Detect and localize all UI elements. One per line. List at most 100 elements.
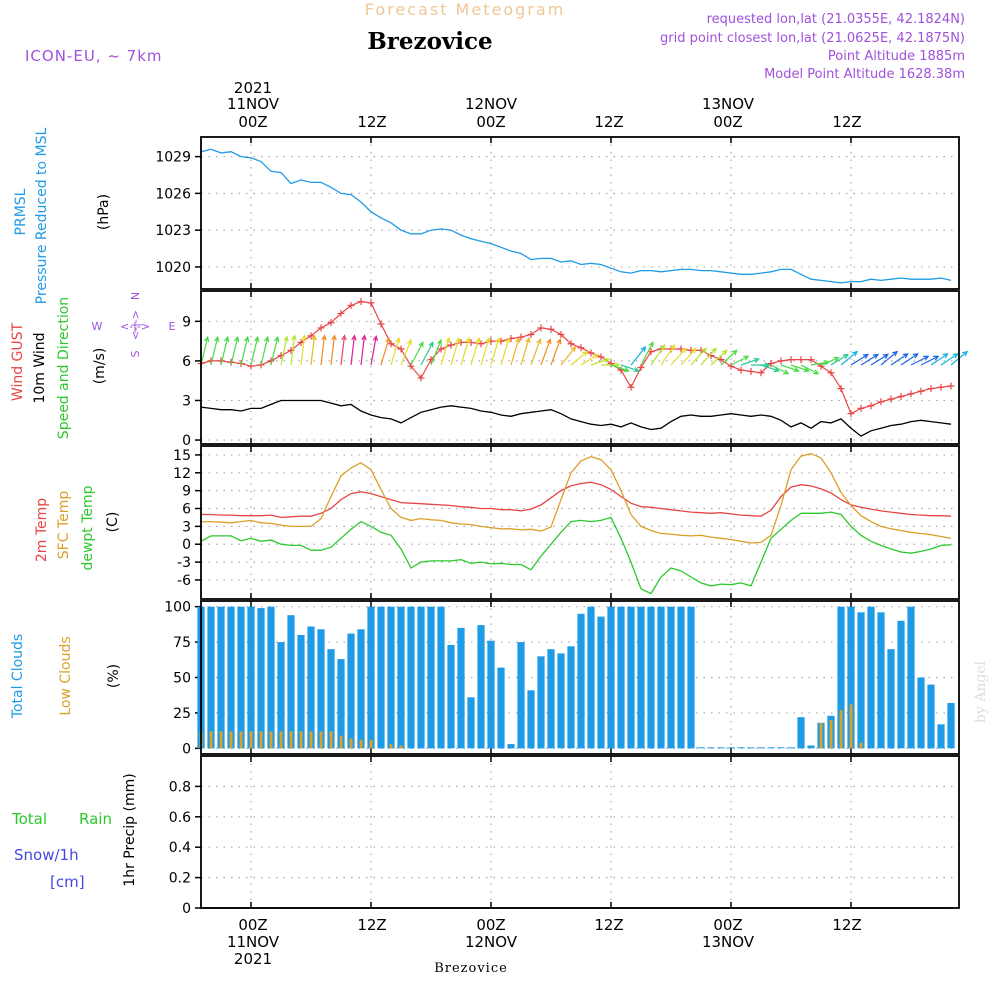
wind-direction-label: Speed and Direction	[56, 297, 72, 439]
top-hour-label: 00Z	[476, 113, 505, 131]
wind-direction-arrow	[730, 355, 750, 366]
precip-panel-labels: Total Rain Snow/1h [cm] 1hr Precip (mm)	[11, 773, 138, 891]
wind-direction-arrow	[680, 347, 697, 366]
wind-direction-arrow	[400, 338, 412, 366]
compass-icon: N S <-|-> W <-|-> E	[92, 292, 176, 358]
total-clouds-bar	[857, 612, 865, 749]
total-clouds-bar	[807, 745, 815, 749]
wind-direction-arrow	[590, 357, 611, 366]
wind-direction-arrow	[210, 335, 220, 366]
wind-direction-arrow	[520, 336, 531, 366]
y-tick-label: 0.2	[169, 871, 191, 887]
low-clouds-bar	[269, 731, 273, 749]
pressure-label: Pressure Reduced to MSL	[34, 127, 50, 304]
bottom-hour-label: 00Z	[713, 916, 742, 934]
wind-direction-arrow	[780, 364, 801, 373]
total-clouds-label: Total Clouds	[10, 634, 26, 719]
total-clouds-bar	[287, 615, 295, 749]
snow-label: Snow/1h	[14, 846, 79, 864]
y-tick-label: 25	[173, 706, 191, 722]
compass-w: W	[92, 320, 103, 333]
total-clouds-bar	[407, 606, 415, 749]
temp-label: 2m Temp	[34, 498, 50, 562]
clouds-panel: 0 25 50 75 100	[164, 600, 960, 757]
gust-marker	[777, 357, 785, 365]
total-clouds-bar	[797, 717, 805, 749]
wind-label: 10m Wind	[32, 332, 48, 403]
gust-marker	[327, 319, 335, 327]
wind-direction-arrow	[660, 344, 676, 366]
gust-marker	[397, 345, 405, 353]
wind-direction-arrow	[470, 336, 481, 366]
gust-marker	[857, 404, 865, 412]
point-altitude: Point Altitude 1885m	[828, 49, 965, 64]
bottom-hour-label: 12Z	[357, 916, 386, 934]
total-clouds-bar	[417, 606, 425, 749]
wind-direction-arrow	[280, 335, 289, 366]
low-clouds-label: Low Clouds	[58, 636, 74, 715]
wind-direction-arrow	[830, 353, 850, 366]
plot-layer: 10201023102610290369-6-30369121502550751…	[155, 136, 969, 917]
total-clouds-bar	[267, 606, 275, 749]
pressure-line	[200, 148, 952, 284]
y-tick-label: 100	[164, 600, 191, 616]
gust-marker	[917, 387, 925, 395]
wind-direction-arrow	[880, 350, 899, 366]
wind-direction-arrow	[900, 353, 919, 366]
wind-direction-arrow	[920, 355, 940, 366]
y-tick-label: -3	[177, 555, 191, 571]
gust-marker	[477, 340, 485, 348]
footer-location: Brezovice	[434, 961, 508, 976]
total-clouds-bar	[447, 644, 455, 749]
total-clouds-bar	[497, 667, 505, 749]
total-clouds-bar	[617, 606, 625, 749]
total-clouds-bar	[507, 744, 515, 749]
gust-marker	[807, 356, 815, 364]
total-clouds-bar	[747, 747, 755, 749]
total-clouds-bar	[347, 633, 355, 749]
wind-direction-arrow	[720, 349, 738, 366]
wind-direction-arrow	[690, 347, 707, 366]
wind-direction-arrow	[360, 334, 367, 366]
gust-marker	[377, 320, 385, 328]
wind-direction-arrow	[710, 349, 728, 366]
wind-direction-arrow	[860, 353, 880, 366]
bottom-hour-label: 12Z	[832, 916, 861, 934]
wind-direction-arrow	[870, 353, 890, 366]
total-clouds-bar	[317, 629, 325, 749]
wind-direction-arrow	[770, 364, 790, 375]
total-clouds-bar	[777, 747, 785, 749]
compass-horizontal: <-|->	[120, 320, 150, 333]
total-clouds-bar	[527, 690, 535, 749]
wind-direction-arrow	[640, 341, 654, 366]
gust-label: Wind GUST	[10, 322, 26, 401]
gust-marker	[797, 356, 805, 364]
total-clouds-bar	[717, 747, 725, 749]
snow-unit-label: [cm]	[50, 873, 85, 891]
wind-direction-arrow	[800, 364, 820, 375]
wind-direction-arrow	[630, 345, 647, 366]
low-clouds-bar	[229, 731, 233, 749]
wind-direction-arrow	[270, 335, 280, 366]
rain-label: Rain	[79, 810, 112, 828]
gust-marker	[577, 344, 585, 352]
wind-direction-arrow	[340, 334, 347, 366]
wind-direction-arrow	[230, 335, 240, 366]
wind-panel: 0 3 6 9	[182, 290, 969, 449]
wind-direction-arrow	[350, 334, 357, 366]
top-year-label: 2021	[234, 79, 272, 97]
total-clouds-bar	[427, 606, 435, 749]
gust-marker	[447, 341, 455, 349]
gust-marker	[927, 385, 935, 393]
gust-marker	[527, 331, 535, 339]
gust-marker	[867, 402, 875, 410]
gust-marker	[937, 383, 945, 391]
low-clouds-bar	[299, 731, 303, 749]
total-clouds-bar	[707, 747, 715, 749]
y-tick-label: 6	[182, 502, 191, 518]
total-clouds-bar	[477, 625, 485, 749]
wind-direction-arrow	[510, 336, 521, 366]
wind-direction-arrow	[650, 344, 666, 366]
total-clouds-bar	[377, 606, 385, 749]
total-clouds-bar	[387, 606, 395, 749]
